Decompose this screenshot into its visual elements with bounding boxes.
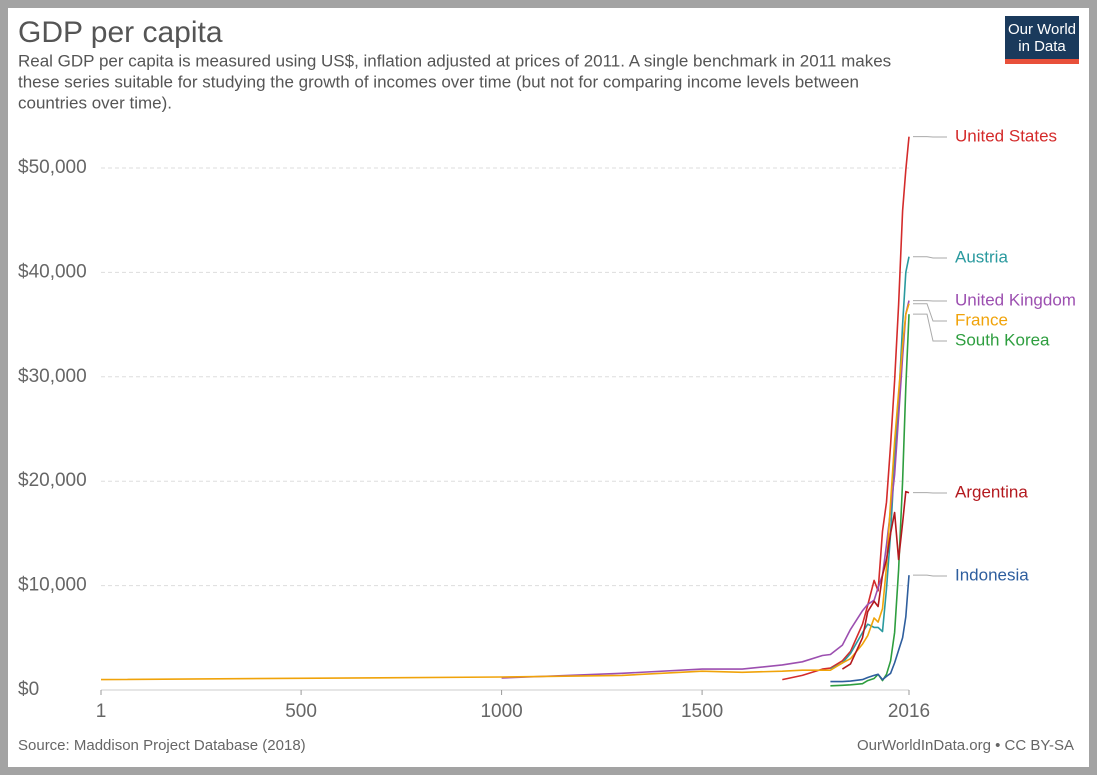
y-tick-label: $30,000 [18, 366, 87, 387]
leader-line [913, 303, 947, 322]
series-line [830, 256, 910, 670]
legend-label: Austria [955, 247, 1008, 266]
series-line [830, 314, 910, 687]
x-tick-label: 1500 [681, 701, 723, 722]
series-line [501, 300, 910, 679]
y-tick-label: $40,000 [18, 261, 87, 282]
series-line [100, 303, 910, 681]
source: Source: Maddison Project Database (2018) [18, 737, 306, 754]
frame: GDP per capita Real GDP per capita is me… [8, 8, 1089, 767]
leader-line [913, 574, 947, 577]
legend-label: United Kingdom [955, 290, 1076, 309]
subtitle: these series suitable for studying the g… [18, 72, 859, 91]
legend-label: Indonesia [955, 565, 1029, 584]
legend-label: South Korea [955, 330, 1050, 349]
logo-bar [1005, 59, 1079, 64]
chart: GDP per capita Real GDP per capita is me… [18, 16, 1079, 754]
legend-label: France [955, 310, 1008, 329]
legend-label: United States [955, 126, 1057, 145]
credit: OurWorldInData.org • CC BY-SA [857, 737, 1074, 754]
leader-line [913, 256, 947, 259]
leader-line [913, 313, 947, 342]
chart-title: GDP per capita [18, 16, 223, 49]
x-tick-label: 500 [285, 701, 317, 722]
logo-text: in Data [1018, 38, 1066, 55]
x-tick-label: 2016 [888, 701, 930, 722]
logo-text: Our World [1008, 21, 1076, 38]
x-tick-label: 1000 [480, 701, 522, 722]
series-line [782, 136, 910, 681]
legend-label: Argentina [955, 482, 1028, 501]
subtitle: countries over time). [18, 93, 172, 112]
y-tick-label: $20,000 [18, 470, 87, 491]
subtitle: Real GDP per capita is measured using US… [18, 51, 891, 70]
series-line [830, 575, 910, 683]
x-tick-label: 1 [96, 701, 107, 722]
series-line [841, 490, 910, 670]
y-tick-label: $10,000 [18, 575, 87, 596]
logo [1005, 16, 1079, 64]
y-tick-label: $50,000 [18, 157, 87, 178]
y-tick-label: $0 [18, 679, 39, 700]
